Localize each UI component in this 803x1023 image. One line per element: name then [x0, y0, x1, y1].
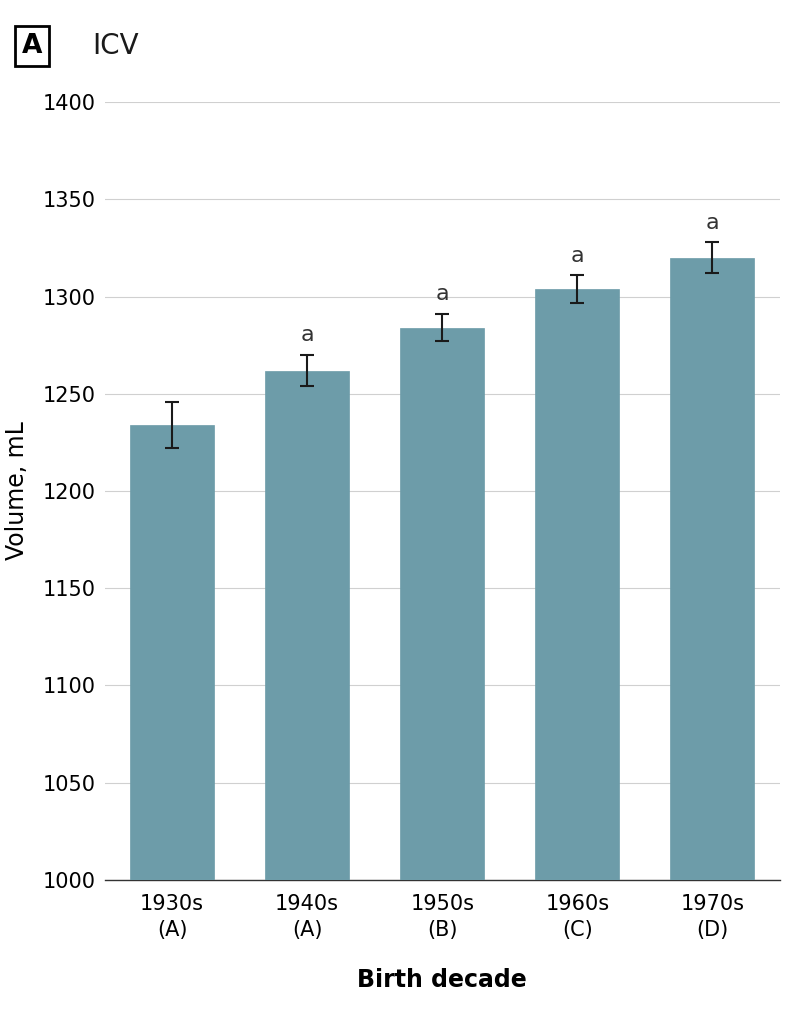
Text: a: a [570, 246, 583, 266]
Bar [400, 327, 483, 880]
Bar [130, 425, 214, 880]
Bar [265, 370, 349, 880]
Text: ICV: ICV [92, 32, 139, 60]
Bar [670, 258, 753, 880]
Text: a: a [300, 325, 313, 345]
Text: A: A [22, 33, 43, 59]
Y-axis label: Volume, mL: Volume, mL [6, 421, 29, 561]
Text: a: a [705, 213, 718, 232]
X-axis label: Birth decade: Birth decade [357, 968, 527, 992]
Bar [535, 288, 618, 880]
Text: a: a [435, 284, 448, 305]
